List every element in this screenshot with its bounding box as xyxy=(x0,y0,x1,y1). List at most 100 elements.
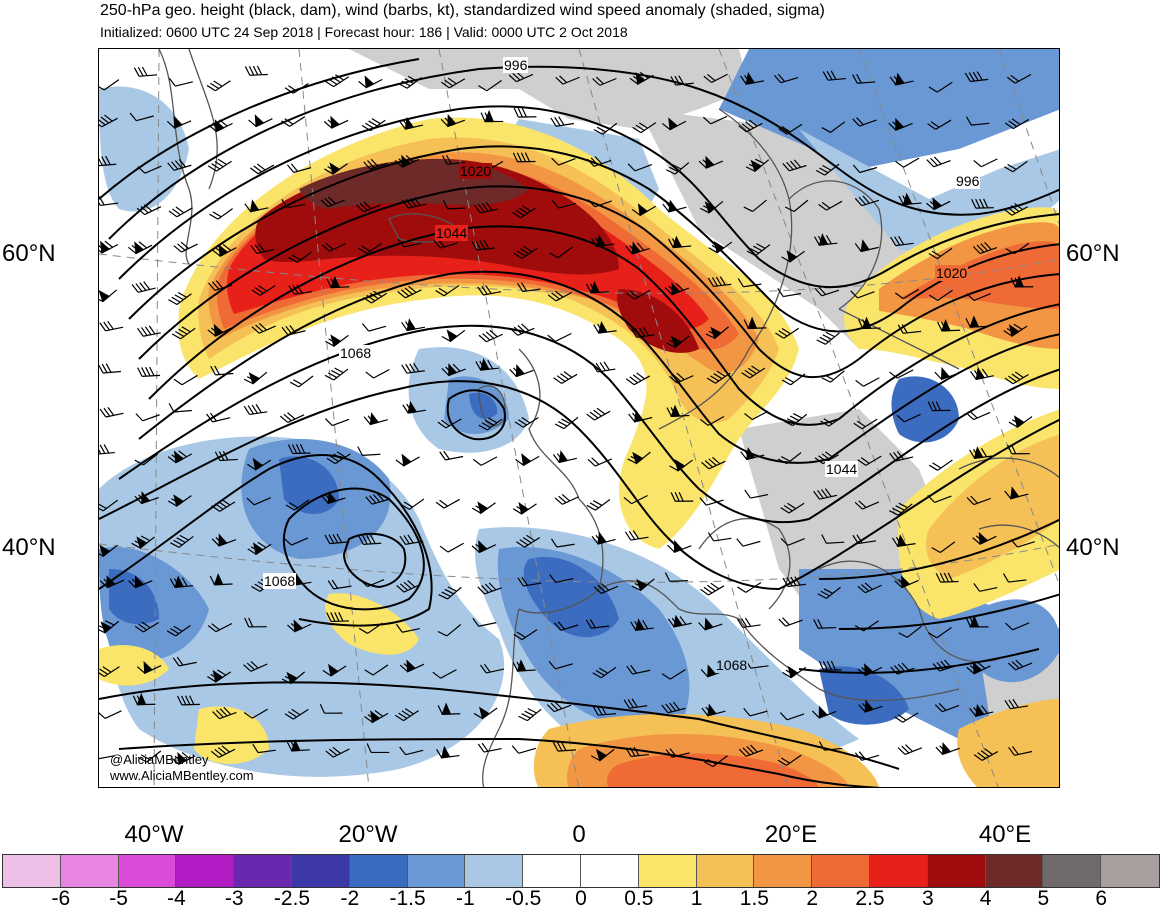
wind-barb xyxy=(821,370,845,383)
wind-barb xyxy=(285,499,310,511)
wind-barb xyxy=(99,407,124,418)
colorbar-label: 3 xyxy=(921,887,934,910)
wind-barb xyxy=(517,282,541,293)
wind-barb xyxy=(586,499,611,511)
wind-barb xyxy=(632,122,657,134)
wind-barb xyxy=(737,278,762,288)
wind-barb xyxy=(1002,573,1027,583)
wind-barb xyxy=(437,702,461,715)
wind-barb xyxy=(479,663,505,674)
wind-barb xyxy=(782,576,807,588)
wind-barb xyxy=(286,739,310,752)
wind-barb xyxy=(972,241,998,255)
colorbar-label: -6 xyxy=(51,887,71,910)
wind-barb xyxy=(586,407,611,421)
wind-barb xyxy=(1003,323,1028,337)
wind-barb xyxy=(395,453,420,467)
wind-barb xyxy=(134,491,159,505)
wind-barb xyxy=(475,358,499,371)
wind-barb xyxy=(99,499,118,512)
wind-barb xyxy=(323,115,349,129)
wind-barb xyxy=(137,165,162,174)
wind-barb xyxy=(926,197,951,211)
wind-barb xyxy=(243,708,269,719)
wind-barb xyxy=(779,712,805,721)
colorbar-label: 4 xyxy=(979,887,992,910)
wind-barb xyxy=(890,235,914,247)
wind-barb xyxy=(852,117,877,127)
credit-website: www.AliciaMBentley.com xyxy=(110,768,254,783)
wind-barb xyxy=(623,494,648,505)
wind-barb xyxy=(1004,698,1029,710)
wind-barb xyxy=(397,285,422,299)
colorbar-label: 1 xyxy=(690,887,703,910)
wind-barb xyxy=(811,705,837,719)
wind-barb xyxy=(550,116,575,127)
wind-barb xyxy=(99,544,118,558)
wind-barb xyxy=(131,535,155,550)
colorbar-swatch xyxy=(465,855,524,887)
wind-barb xyxy=(592,705,617,716)
wind-barb xyxy=(555,75,580,85)
wind-barb xyxy=(966,661,991,675)
wind-barb xyxy=(168,403,192,413)
wind-barb xyxy=(477,582,502,595)
lon-label-20w: 20°W xyxy=(338,821,398,848)
wind-barb xyxy=(704,755,728,768)
wind-barb xyxy=(166,625,191,637)
wind-barb xyxy=(435,285,460,297)
colorbar-label: 5 xyxy=(1037,887,1050,910)
wind-barb xyxy=(281,116,306,127)
wind-barb xyxy=(1003,203,1029,216)
wind-barb xyxy=(288,251,313,263)
wind-barb xyxy=(666,404,690,418)
wind-barb xyxy=(168,77,193,87)
wind-barb xyxy=(965,116,990,126)
wind-barb xyxy=(99,196,119,207)
wind-barb xyxy=(364,710,389,724)
wind-barb xyxy=(394,154,420,168)
wind-barb xyxy=(214,451,238,462)
wind-barb xyxy=(167,450,193,464)
wind-barb xyxy=(283,537,309,546)
wind-barb xyxy=(625,241,650,255)
wind-barb xyxy=(99,710,122,719)
wind-barb xyxy=(782,159,807,172)
wind-barb xyxy=(894,288,920,300)
wind-barb xyxy=(441,363,466,377)
wind-barb xyxy=(928,81,953,93)
wind-barb xyxy=(745,158,770,173)
wind-barb xyxy=(818,741,843,751)
wind-barb xyxy=(667,539,692,554)
wind-barb xyxy=(894,575,919,589)
wind-barb xyxy=(665,748,690,758)
wind-barb xyxy=(821,121,846,133)
wind-barb xyxy=(587,457,612,467)
wind-barb xyxy=(244,65,268,76)
map-panel: 996 1020 1044 1068 996 1020 1044 1068 10… xyxy=(98,48,1060,788)
wind-barb xyxy=(818,660,842,671)
wind-barb xyxy=(171,752,196,766)
wind-barb xyxy=(626,664,651,675)
wind-barb xyxy=(170,534,194,548)
colorbar-label: 0 xyxy=(575,887,587,910)
wind-barb xyxy=(135,413,160,422)
wind-barb xyxy=(249,163,275,175)
wind-barb xyxy=(813,619,837,629)
contour-label-1020-west: 1020 xyxy=(459,163,493,179)
wind-barb xyxy=(289,375,314,388)
colorbar-swatch xyxy=(407,855,466,887)
wind-barb xyxy=(250,243,275,254)
wind-barb xyxy=(1010,275,1034,288)
wind-barb xyxy=(129,112,154,122)
wind-barb xyxy=(363,412,388,426)
wind-barb xyxy=(853,418,878,430)
wind-barb xyxy=(509,364,534,378)
wind-barb xyxy=(551,157,576,166)
wind-barb xyxy=(1004,486,1029,500)
colorbar-label: 6 xyxy=(1095,887,1108,910)
wind-barb xyxy=(511,745,537,754)
wind-barb xyxy=(814,451,839,465)
wind-barb xyxy=(134,621,159,633)
wind-barb xyxy=(508,71,534,83)
